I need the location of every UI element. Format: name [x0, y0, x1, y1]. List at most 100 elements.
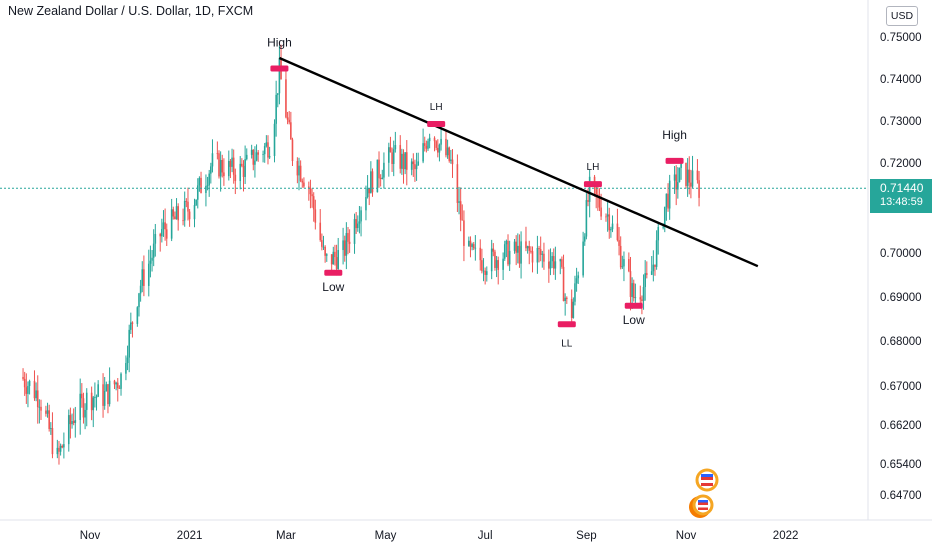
marker-label: LL: [561, 338, 573, 349]
candle-body: [97, 384, 99, 397]
candle-body: [623, 259, 625, 267]
candle-body: [231, 157, 233, 167]
candle-body: [404, 152, 406, 170]
candle-body: [428, 137, 431, 142]
candle-body: [172, 209, 175, 217]
candle-body: [641, 299, 643, 301]
marker-bar[interactable]: [557, 321, 576, 328]
candle-body: [334, 251, 336, 258]
candle-body: [177, 206, 179, 221]
candle-body: [299, 165, 302, 181]
candle-body: [530, 250, 532, 252]
candle-body: [598, 196, 601, 208]
candle-body: [549, 261, 552, 269]
candle-body: [678, 167, 681, 183]
candle-body: [211, 153, 214, 167]
candle-body: [257, 152, 259, 155]
candle-body: [254, 160, 256, 165]
candle-body: [582, 241, 584, 276]
candle-body: [508, 250, 511, 265]
candle-body: [577, 275, 580, 279]
candle-body: [298, 165, 300, 176]
candle-body: [481, 260, 483, 271]
candle-body: [485, 271, 488, 275]
candle-body: [107, 384, 109, 405]
candle-body: [696, 170, 699, 181]
marker-bar[interactable]: [583, 181, 602, 188]
candle-body: [227, 160, 230, 177]
x-tick-label: Nov: [80, 530, 101, 542]
marker-bar[interactable]: [324, 269, 343, 276]
candle-body: [356, 223, 359, 229]
candle-body: [193, 205, 196, 220]
current-price-tag: 0.71440 13:48:59: [870, 179, 932, 214]
candle-body: [59, 445, 62, 452]
event-flag-icon[interactable]: [692, 494, 714, 516]
candle-body: [371, 171, 374, 193]
candle-body: [285, 79, 287, 118]
candle-body: [36, 390, 39, 408]
candle-body: [492, 248, 495, 252]
candle-body: [440, 138, 442, 145]
candle-body: [539, 249, 542, 255]
candle-body: [67, 415, 70, 445]
candle-body: [81, 393, 83, 399]
candle-body: [206, 185, 209, 187]
marker-bar[interactable]: [270, 65, 289, 72]
y-tick-label: 0.73000: [880, 116, 922, 128]
candle-body: [120, 373, 122, 389]
candle-body: [415, 165, 418, 170]
trendline[interactable]: [278, 56, 759, 268]
candle-body: [405, 152, 408, 170]
candle-body: [606, 214, 609, 217]
currency-button[interactable]: USD: [886, 6, 918, 26]
marker-bar[interactable]: [665, 157, 684, 164]
y-tick-label: 0.75000: [880, 32, 922, 44]
candle-body: [463, 220, 465, 246]
x-tick-label: Mar: [276, 530, 296, 542]
marker-label: Low: [623, 313, 645, 327]
candle-body: [71, 421, 73, 425]
candle-body: [685, 162, 687, 186]
candle-body: [538, 248, 540, 250]
candle-body: [170, 209, 173, 239]
marker-label: Low: [322, 280, 344, 294]
candle-body: [82, 398, 85, 418]
candle-body: [149, 260, 152, 264]
event-flag-icon[interactable]: [695, 468, 719, 492]
x-tick-label: Sep: [576, 530, 596, 542]
candle-body: [161, 229, 163, 237]
candle-body: [72, 421, 75, 423]
candle-body: [221, 159, 224, 173]
markers-layer: High Low LH LL LH Low High: [267, 36, 687, 350]
candle-body: [611, 223, 614, 230]
economic-events[interactable]: [689, 468, 719, 518]
y-tick-label: 0.72000: [880, 158, 922, 170]
candle-body: [159, 233, 162, 237]
candle-body: [325, 254, 328, 256]
candle-body: [312, 196, 315, 210]
candle-body: [583, 236, 586, 242]
marker-bar[interactable]: [624, 302, 643, 309]
x-tick-label: Nov: [676, 530, 697, 542]
candle-body: [25, 387, 28, 394]
candle-body: [370, 171, 372, 194]
marker-bar[interactable]: [427, 120, 446, 127]
candle-body: [252, 149, 255, 165]
candle-body: [164, 222, 166, 230]
candle-body: [650, 271, 653, 275]
candle-body: [185, 200, 188, 202]
candle-body: [662, 226, 664, 228]
candle-body: [152, 243, 155, 258]
candle-body: [668, 180, 671, 209]
time-axis[interactable]: Nov 2021 Mar May Jul Sep Nov 2022: [80, 530, 799, 542]
candle-body: [365, 197, 367, 211]
x-tick-label: May: [375, 530, 397, 542]
candle-body: [151, 257, 153, 261]
candle-body: [56, 447, 59, 455]
candle-body: [63, 444, 65, 448]
candle-body: [33, 380, 36, 399]
candle-body: [347, 233, 349, 242]
price-axis[interactable]: 0.75000 0.74000 0.73000 0.72000 0.70000 0.690…: [880, 32, 922, 502]
